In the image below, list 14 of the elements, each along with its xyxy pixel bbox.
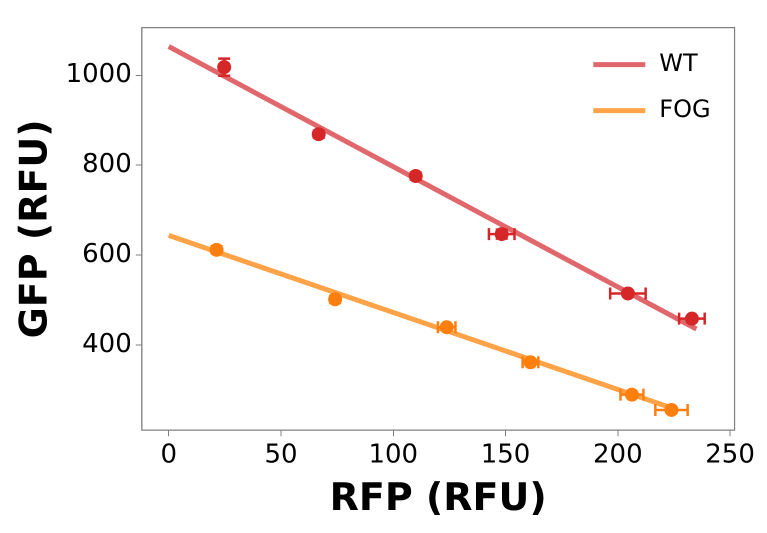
x-tick-label: 50 [264, 440, 298, 470]
x-tick-label: 200 [592, 440, 643, 470]
x-tick-label: 150 [480, 440, 530, 470]
x-tick-label: 250 [705, 440, 755, 470]
y-axis-title: GFP (RFU) [12, 119, 56, 338]
y-tick-label: 1000 [66, 59, 132, 90]
legend-label: FOG [659, 94, 711, 123]
legend-label: WT [659, 48, 698, 77]
y-tick-label: 600 [82, 238, 132, 269]
x-tick-label: 0 [160, 440, 177, 470]
x-axis-title: RFP (RFU) [330, 475, 547, 520]
y-tick-label: 400 [82, 328, 132, 359]
x-tick-label: 100 [368, 440, 418, 470]
y-tick-label: 800 [82, 149, 132, 179]
